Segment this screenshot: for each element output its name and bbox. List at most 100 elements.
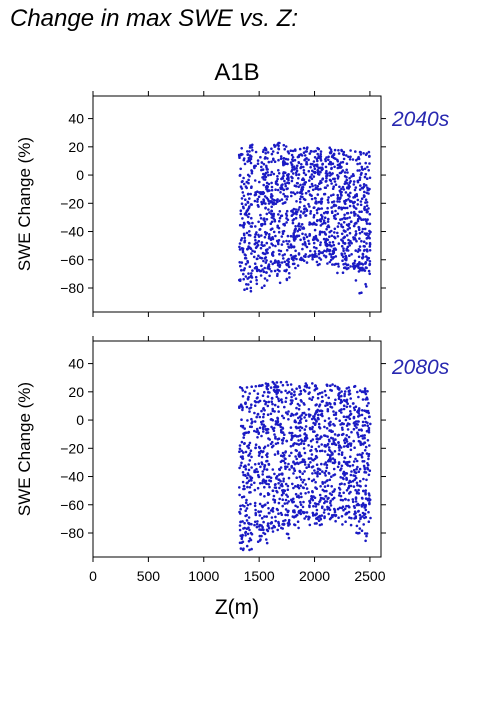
data-point — [270, 209, 273, 213]
data-point — [344, 472, 348, 475]
data-point — [327, 217, 330, 221]
data-point — [343, 182, 347, 186]
data-point — [281, 442, 284, 445]
data-point — [299, 399, 303, 402]
data-point — [247, 468, 251, 472]
data-point — [263, 257, 267, 260]
data-point — [303, 451, 307, 455]
data-point — [248, 486, 252, 489]
data-point — [330, 211, 334, 214]
data-point — [348, 389, 351, 392]
data-point — [257, 205, 260, 208]
data-point — [367, 428, 371, 432]
data-point — [304, 413, 308, 417]
data-point — [307, 515, 311, 519]
data-point — [352, 468, 356, 472]
data-point — [358, 389, 362, 392]
data-point — [287, 265, 291, 269]
data-point — [355, 481, 359, 485]
data-point — [248, 548, 251, 552]
data-point — [348, 204, 352, 208]
data-point — [260, 409, 263, 413]
data-point — [318, 256, 321, 260]
data-point — [345, 162, 349, 165]
data-point — [319, 150, 323, 153]
data-point — [271, 236, 274, 239]
data-point — [263, 495, 266, 498]
data-point — [299, 225, 302, 228]
data-point — [328, 235, 331, 238]
data-point — [357, 428, 361, 432]
data-point — [359, 151, 363, 154]
data-point — [360, 239, 363, 243]
data-point — [357, 470, 361, 474]
data-point — [312, 216, 316, 219]
data-point — [292, 232, 296, 235]
data-point — [238, 223, 242, 227]
data-point — [256, 470, 260, 474]
data-point — [287, 152, 291, 155]
data-point — [311, 257, 314, 261]
data-point — [243, 505, 246, 508]
data-point — [359, 203, 363, 207]
data-point — [256, 200, 259, 203]
data-point — [368, 501, 371, 505]
data-point — [308, 223, 311, 226]
data-point — [366, 188, 370, 192]
data-point — [329, 253, 333, 256]
data-point — [326, 408, 330, 411]
data-point — [254, 385, 258, 388]
y-tick-label: −80 — [60, 280, 84, 296]
data-point — [310, 194, 313, 197]
data-point — [283, 162, 287, 166]
data-point — [302, 442, 306, 446]
data-point — [292, 472, 295, 475]
data-point — [280, 400, 284, 404]
data-point — [340, 149, 344, 153]
data-point — [310, 495, 313, 498]
data-point — [305, 157, 308, 160]
data-point — [324, 180, 328, 183]
data-point — [279, 454, 283, 458]
data-point — [263, 235, 267, 239]
data-point — [254, 511, 257, 515]
data-point — [271, 198, 274, 201]
data-point — [296, 191, 299, 194]
y-tick-label: −40 — [60, 224, 84, 240]
data-point — [302, 165, 305, 169]
data-point — [344, 497, 347, 501]
data-point — [323, 463, 326, 466]
data-point — [239, 507, 242, 511]
data-point — [263, 485, 266, 489]
data-point — [271, 468, 275, 471]
data-point — [318, 449, 322, 453]
data-point — [280, 513, 284, 516]
data-point — [337, 486, 341, 490]
data-point — [293, 262, 296, 266]
data-point — [292, 461, 295, 464]
data-point — [265, 241, 269, 245]
data-point — [361, 497, 364, 500]
data-point — [352, 406, 356, 410]
data-point — [347, 487, 350, 490]
data-point — [319, 496, 323, 500]
data-point — [348, 516, 351, 519]
data-point — [303, 470, 306, 473]
data-point — [303, 416, 306, 419]
data-point — [334, 248, 338, 251]
data-point — [284, 184, 288, 188]
data-point — [268, 246, 271, 249]
data-point — [250, 186, 253, 189]
data-point — [362, 218, 365, 221]
data-point — [264, 175, 268, 179]
data-point — [254, 470, 257, 474]
data-point — [368, 272, 372, 276]
data-point — [331, 187, 335, 190]
data-point — [286, 495, 290, 498]
data-point — [294, 171, 298, 174]
data-point — [279, 398, 283, 402]
data-point — [281, 232, 285, 235]
data-point — [287, 500, 291, 503]
data-point — [267, 483, 271, 486]
